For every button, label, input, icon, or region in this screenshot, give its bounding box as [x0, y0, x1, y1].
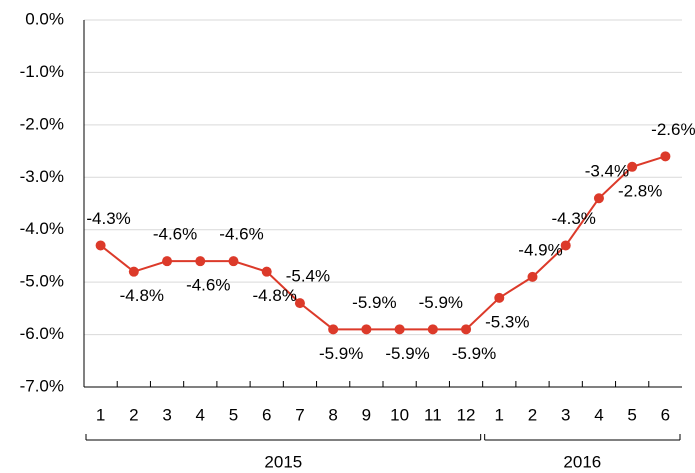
x-tick-label: 7: [295, 405, 304, 424]
data-label: -5.9%: [352, 293, 396, 312]
x-tick-label: 2: [528, 405, 537, 424]
data-label: -4.8%: [253, 286, 297, 305]
data-point: [527, 271, 538, 282]
y-tick-label: -4.0%: [20, 219, 64, 238]
x-tick-label: 11: [424, 405, 442, 424]
data-label: -4.6%: [153, 225, 197, 244]
x-tick-label: 1: [495, 405, 504, 424]
y-tick-label: -5.0%: [20, 272, 64, 291]
x-tick-label: 1: [96, 405, 105, 424]
data-label: -5.9%: [385, 344, 429, 363]
data-label: -4.8%: [120, 286, 164, 305]
data-point: [95, 240, 106, 251]
y-tick-label: 0.0%: [25, 9, 64, 28]
data-label: -4.3%: [86, 209, 130, 228]
x-tick-label: 5: [229, 405, 238, 424]
data-point: [261, 266, 272, 277]
x-tick-label: 8: [328, 405, 337, 424]
data-point: [494, 292, 505, 303]
data-point: [593, 193, 604, 204]
data-label: -3.4%: [585, 162, 629, 181]
data-label: -5.3%: [485, 312, 529, 331]
data-point: [660, 151, 671, 162]
y-tick-label: -7.0%: [20, 376, 64, 395]
x-tick-label: 6: [661, 405, 670, 424]
data-label: -4.6%: [186, 276, 230, 295]
group-label: 2016: [563, 452, 601, 471]
y-tick-label: -3.0%: [20, 167, 64, 186]
data-point: [328, 324, 339, 335]
y-tick-label: -1.0%: [20, 62, 64, 81]
data-point: [394, 324, 405, 335]
data-label: -5.9%: [419, 293, 463, 312]
y-tick-label: -2.0%: [20, 114, 64, 133]
x-tick-label: 3: [561, 405, 570, 424]
data-label: -5.9%: [319, 344, 363, 363]
data-point: [361, 324, 372, 335]
data-label: -4.6%: [219, 225, 263, 244]
data-point: [162, 256, 173, 267]
data-label: -4.9%: [518, 240, 562, 259]
data-label: -4.3%: [552, 209, 596, 228]
y-tick-label: -6.0%: [20, 324, 64, 343]
x-tick-label: 10: [390, 405, 409, 424]
x-tick-label: 12: [457, 405, 476, 424]
x-tick-label: 3: [162, 405, 171, 424]
x-tick-label: 5: [627, 405, 636, 424]
data-point: [228, 256, 239, 267]
data-point: [627, 161, 638, 172]
data-point: [195, 256, 206, 267]
data-point: [427, 324, 438, 335]
data-point: [128, 266, 139, 277]
data-label: -2.8%: [618, 181, 662, 200]
data-point: [560, 240, 571, 251]
data-label: -5.9%: [452, 344, 496, 363]
series-line: [99, 155, 666, 331]
data-point: [461, 324, 472, 335]
data-label: -2.6%: [651, 120, 695, 139]
x-tick-label: 4: [594, 405, 603, 424]
x-tick-label: 6: [262, 405, 271, 424]
x-tick-label: 4: [196, 405, 205, 424]
group-label: 2015: [264, 452, 302, 471]
data-label: -5.4%: [286, 267, 330, 286]
x-tick-label: 9: [362, 405, 371, 424]
x-tick-label: 2: [129, 405, 138, 424]
data-point: [294, 298, 305, 309]
